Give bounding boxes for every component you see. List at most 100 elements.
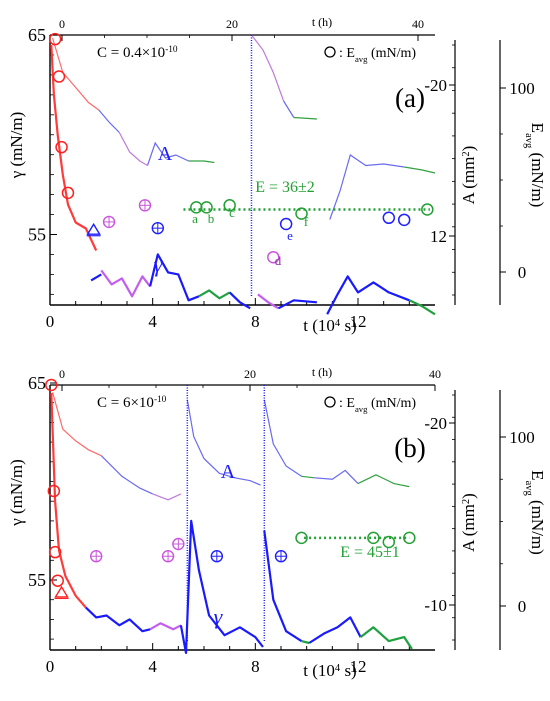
panel-label: (b) [394,433,425,463]
gamma-series-segment [326,275,410,315]
E-marker-circle [48,545,62,559]
gamma-tick-label: 55 [28,570,46,590]
gamma-series-segment [149,253,200,302]
area-series-segment [404,166,436,174]
E-marker-circle [397,213,411,227]
elasticity-label: E = 45±1 [340,544,400,561]
x-tick-label: 8 [251,657,260,676]
top-axis-label: t (h) [312,365,332,379]
area-series-label: A [221,461,236,483]
area-tick-label: -20 [424,414,447,433]
area-series-segment [357,474,410,488]
top-tick-label: 0 [59,17,65,31]
E-tick-label: 0 [518,263,527,282]
area-series-segment [100,455,153,495]
area-series-label: A [158,143,173,165]
gamma-series-segment [228,291,251,310]
E-marker-circle [51,574,64,587]
top-tick-label: 40 [429,367,441,381]
x-tick-label: 8 [251,312,260,331]
point-letter: b [208,211,215,226]
top-axis-label: t (h) [312,15,332,29]
x-axis-label: t (104 s) [303,316,356,335]
legend-label: : Eavg (mN/m) [339,46,416,64]
elasticity-label: E = 36±2 [255,179,315,196]
area-axis-label: A (mm2) [459,493,478,552]
E-marker-circle [45,378,58,392]
point-letter: d [275,253,282,268]
gamma-series-segment [90,273,102,282]
gamma-axis-label: γ (mN/m) [7,112,26,180]
gamma-tick-label: 65 [28,373,46,393]
area-series-segment [52,37,100,111]
E-marker-circle [48,32,62,46]
gamma-series-segment [149,622,182,631]
gamma-series-segment [85,606,151,633]
gamma-series-segment [308,616,362,644]
gamma-tick-label: 65 [28,25,46,45]
x-tick-label: 12 [350,657,367,676]
top-tick-label: 40 [412,17,424,31]
area-series-segment [98,109,120,133]
area-series-segment [251,34,285,102]
x-axis-label: t (104 s) [303,661,356,680]
E-marker-circle [55,140,68,154]
area-series-segment [314,469,359,485]
E-marker-circle [52,70,66,83]
area-series-segment [186,399,261,486]
concentration-label: C = 6×10-10 [97,395,167,411]
panel-b: 0 4 8 12t (104 s) 0 20 40 t (h) 65 55 γ (mN/m) -20 -… [7,365,547,680]
E-marker-circle [47,484,61,498]
E-marker-circle [223,199,236,212]
E-tick-label: 0 [518,597,527,616]
area-series-segment [283,100,295,118]
gamma-axis-label: γ (mN/m) [7,459,26,527]
E-tick-label: 100 [509,79,535,98]
gamma-series-segment [301,640,310,645]
area-series-segment [188,160,215,164]
area-series-segment [146,141,189,166]
gamma-series-label: γ [214,604,224,629]
panel-label: (a) [395,83,425,113]
area-series-segment [293,116,317,120]
area-axis-label: A (mm2) [459,146,478,205]
top-tick-label: 0 [59,367,65,381]
E-marker-circle [367,531,380,545]
gamma-series-segment [359,626,413,650]
area-series-segment [152,493,182,501]
gamma-series-segment [50,392,87,609]
gamma-series-label: γ [154,252,164,277]
x-tick-label: 12 [350,312,367,331]
gamma-series-segment [408,299,436,316]
area-tick-label: -10 [424,596,447,615]
E-marker-circle [61,186,75,200]
E-marker-circle [295,207,308,220]
area-tick-label: -20 [424,76,447,95]
x-tick-label: 4 [148,312,157,331]
x-tick-label: 0 [46,657,55,676]
area-series-segment [263,399,302,477]
E-marker-triangle [54,585,69,598]
gamma-series-segment [263,530,303,643]
area-series-segment [52,392,102,457]
E-axis-label: Eavg (mN/m) [524,470,548,555]
x-tick-label: 4 [148,657,157,676]
E-axis-label: Eavg (mN/m) [524,123,548,208]
gamma-series-segment [277,299,317,310]
E-marker-circle [421,203,434,216]
area-series-segment [329,154,405,220]
E-tick-label: 100 [509,428,535,447]
E-marker-circle [267,250,280,264]
gamma-series-segment [198,289,231,300]
E-marker-circle [295,531,308,545]
gamma-tick-label: 55 [28,225,46,245]
point-letter: f [304,214,309,229]
concentration-label: C = 0.4×10-10 [97,45,178,61]
E-marker-triangle [86,222,101,235]
top-tick-label: 20 [244,367,256,381]
E-marker-circle [382,535,396,549]
legend-circle-icon [324,396,336,408]
area-series-segment [118,132,148,167]
